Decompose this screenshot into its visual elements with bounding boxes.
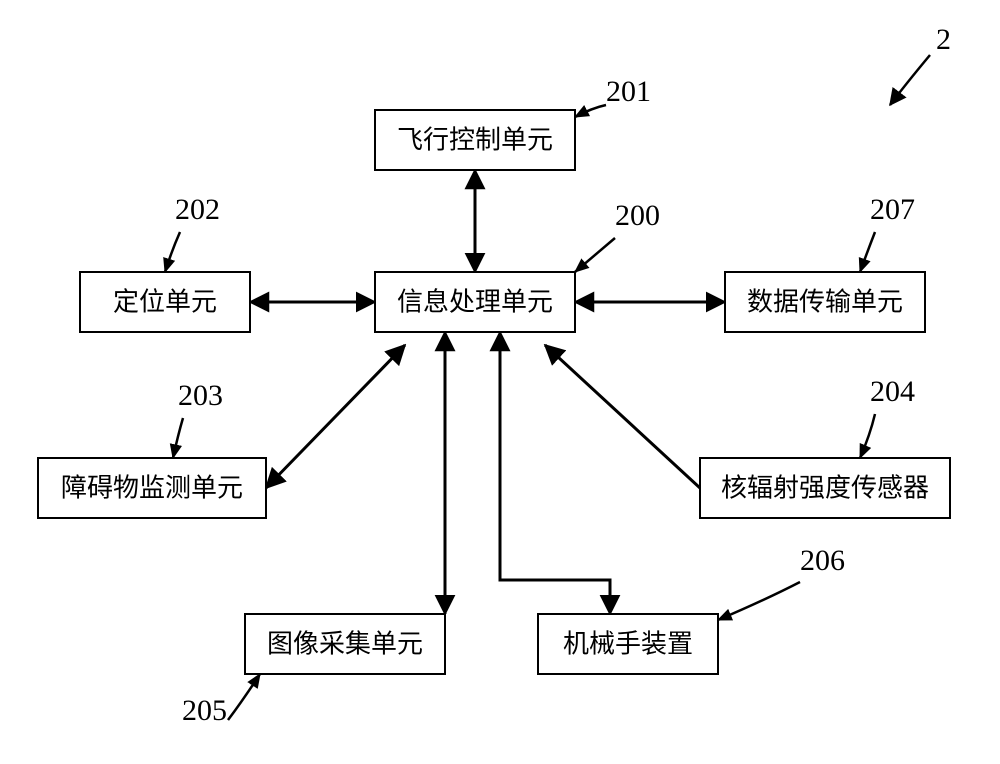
- figure-ref-leader: [890, 55, 930, 105]
- leader-n203: [173, 418, 183, 458]
- node-n201: 飞行控制单元: [375, 110, 575, 170]
- leader-n202: [165, 232, 180, 272]
- refnum-n202: 202: [175, 193, 220, 226]
- node-n205: 图像采集单元: [245, 614, 445, 674]
- refnum-n200: 200: [615, 199, 660, 232]
- figure-ref-number: 2: [936, 23, 951, 56]
- leader-n204: [860, 414, 875, 458]
- refnum-n203: 203: [178, 379, 223, 412]
- node-label-n202: 定位单元: [113, 288, 217, 317]
- leader-n200: [575, 238, 615, 272]
- node-n207: 数据传输单元: [725, 272, 925, 332]
- refnum-n201: 201: [606, 75, 651, 108]
- leader-n205: [228, 674, 260, 720]
- node-label-n204: 核辐射强度传感器: [721, 474, 929, 503]
- node-label-n205: 图像采集单元: [267, 630, 423, 659]
- node-label-n200: 信息处理单元: [397, 288, 553, 317]
- refnum-n205: 205: [182, 694, 227, 727]
- leader-n206: [718, 582, 800, 620]
- node-n200: 信息处理单元: [375, 272, 575, 332]
- refnum-n204: 204: [870, 375, 915, 408]
- node-label-n201: 飞行控制单元: [397, 126, 553, 155]
- node-n203: 障碍物监测单元: [38, 458, 266, 518]
- node-n204: 核辐射强度传感器: [700, 458, 950, 518]
- node-label-n203: 障碍物监测单元: [61, 474, 243, 503]
- edge-n200-n206: [500, 332, 610, 614]
- node-label-n207: 数据传输单元: [747, 288, 903, 317]
- edge-n204-n200: [545, 345, 700, 488]
- refnum-n207: 207: [870, 193, 915, 226]
- node-n202: 定位单元: [80, 272, 250, 332]
- node-label-n206: 机械手装置: [563, 630, 693, 659]
- node-n206: 机械手装置: [538, 614, 718, 674]
- leader-n207: [860, 232, 875, 272]
- leader-n201: [575, 105, 606, 117]
- refnum-n206: 206: [800, 544, 845, 577]
- edge-n200-n203: [266, 345, 405, 488]
